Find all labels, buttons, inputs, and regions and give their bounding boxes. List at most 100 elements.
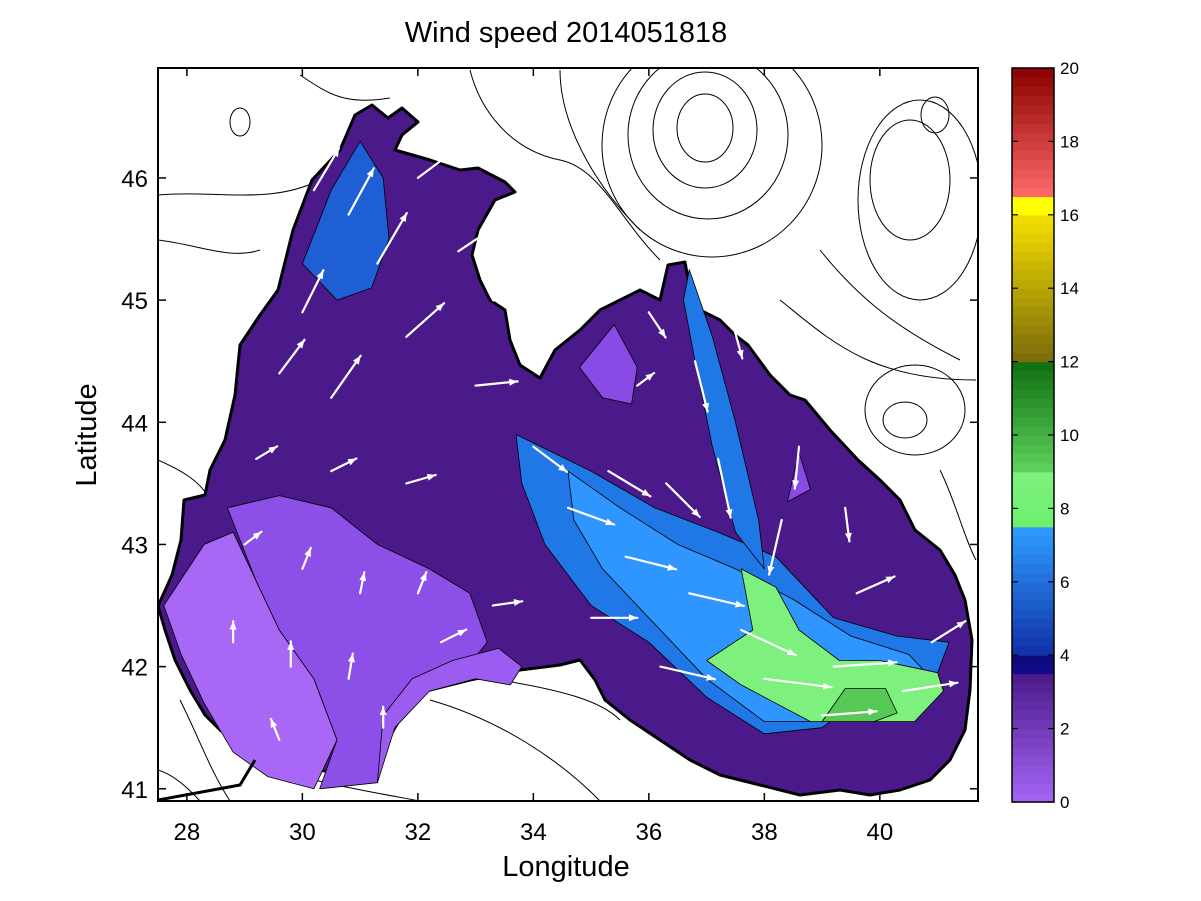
- colorbar-step: [1012, 655, 1054, 665]
- zone-southeast-8: [706, 568, 944, 722]
- wind-arrow: [792, 445, 801, 490]
- colorbar-step: [1012, 150, 1054, 161]
- colorbar-step: [1012, 141, 1054, 152]
- y-tick-label: 46: [121, 166, 148, 193]
- wind-arrow: [405, 302, 446, 338]
- wind-arrow: [474, 378, 519, 387]
- wind-arrow: [330, 354, 362, 399]
- wind-arrow: [901, 680, 959, 693]
- y-tick-label: 45: [121, 288, 148, 315]
- wind-arrow: [301, 269, 325, 314]
- colorbar-step: [1012, 279, 1054, 289]
- wind-arrow: [665, 482, 701, 519]
- wind-arrow: [566, 506, 616, 526]
- wind-arrow: [491, 599, 524, 607]
- x-tick-label: 28: [174, 819, 201, 846]
- x-tick-label: 38: [751, 819, 778, 846]
- wind-arrow: [491, 299, 537, 307]
- y-axis-label: Latitude: [71, 383, 103, 486]
- colorbar-step: [1012, 389, 1054, 399]
- colorbar-step: [1012, 453, 1054, 464]
- colorbar-step: [1012, 269, 1054, 280]
- colorbar-step: [1012, 132, 1054, 142]
- zone-bosporus-calm: [376, 647, 523, 784]
- colorbar-step: [1012, 545, 1054, 555]
- colorbar-tick-label: 16: [1060, 206, 1079, 225]
- wind-arrow: [659, 665, 717, 681]
- chart-title: Wind speed 2014051818: [405, 17, 727, 49]
- colorbar-step: [1012, 242, 1054, 253]
- wind-arrow: [763, 677, 833, 690]
- y-axis: 41 42 43 44 45 46: [121, 166, 978, 804]
- colorbar-step: [1012, 398, 1054, 409]
- wind-arrow: [930, 620, 967, 644]
- colorbar-step: [1012, 223, 1054, 234]
- zone-kerch-6: [683, 269, 765, 570]
- colorbar-step: [1012, 315, 1054, 326]
- colorbar-step: [1012, 563, 1054, 574]
- wind-arrow: [301, 546, 312, 571]
- colorbar-step: [1012, 581, 1054, 592]
- colorbar-step: [1012, 205, 1054, 216]
- colorbar-step: [1012, 673, 1054, 684]
- x-tick-label: 32: [405, 819, 432, 846]
- colorbar-step: [1012, 682, 1054, 693]
- wind-arrow: [688, 592, 746, 608]
- colorbar-step: [1012, 324, 1054, 335]
- colorbar-step: [1012, 288, 1054, 298]
- colorbar-step: [1012, 508, 1054, 519]
- colorbar-step: [1012, 471, 1054, 482]
- wind-arrow: [767, 518, 783, 576]
- colorbar-step: [1012, 113, 1054, 124]
- colorbar-tick-label: 2: [1060, 720, 1069, 739]
- colorbar-step: [1012, 425, 1054, 436]
- colorbar-step: [1012, 590, 1054, 601]
- colorbar-step: [1012, 297, 1054, 308]
- colorbar-step: [1012, 352, 1054, 363]
- colorbar-step: [1012, 260, 1054, 271]
- wind-arrow: [379, 705, 387, 729]
- colorbar-step: [1012, 178, 1054, 188]
- wind-arrow: [255, 445, 279, 460]
- wind-arrow: [624, 555, 678, 571]
- colorbar-step: [1012, 609, 1054, 620]
- land-pressure-contours: [158, 68, 978, 801]
- wind-arrow: [457, 225, 498, 253]
- colorbar-step: [1012, 86, 1054, 97]
- colorbar-step: [1012, 444, 1054, 454]
- colorbar-step: [1012, 490, 1054, 500]
- colorbar-step: [1012, 462, 1054, 473]
- colorbar-tick-label: 4: [1060, 646, 1069, 665]
- colorbar-step: [1012, 756, 1054, 766]
- colorbar-step: [1012, 526, 1054, 537]
- colorbar-step: [1012, 95, 1054, 106]
- colorbar-step: [1012, 435, 1054, 445]
- colorbar-step: [1012, 480, 1054, 491]
- colorbar-step: [1012, 334, 1054, 344]
- colorbar-step: [1012, 618, 1054, 629]
- wind-arrow: [589, 614, 639, 622]
- y-tick-label: 43: [121, 532, 148, 559]
- colorbar-step: [1012, 68, 1054, 78]
- wind-arrow: [855, 575, 896, 595]
- colorbar-step: [1012, 572, 1054, 583]
- zone-east-calm: [787, 452, 811, 503]
- wind-arrow: [416, 151, 453, 179]
- plot-frame: [157, 67, 979, 802]
- wind-arrow: [832, 659, 898, 668]
- wind-arrow: [439, 628, 468, 644]
- colorbar-tick-label: 14: [1060, 279, 1079, 298]
- wind-arrow: [405, 473, 437, 485]
- wind-arrow: [740, 628, 797, 657]
- colorbar-step: [1012, 719, 1054, 730]
- wind-speed-fill-zones: [163, 140, 950, 790]
- x-tick-label: 30: [289, 819, 316, 846]
- wind-arrow: [287, 640, 295, 668]
- colorbar: 0 2 4 6 8 10 12 14 16 18 20: [1011, 59, 1079, 812]
- wind-arrow: [278, 338, 306, 375]
- colorbar-tick-label: 18: [1060, 132, 1079, 151]
- colorbar-step: [1012, 407, 1054, 418]
- colorbar-step: [1012, 765, 1054, 776]
- colorbar-step: [1012, 554, 1054, 565]
